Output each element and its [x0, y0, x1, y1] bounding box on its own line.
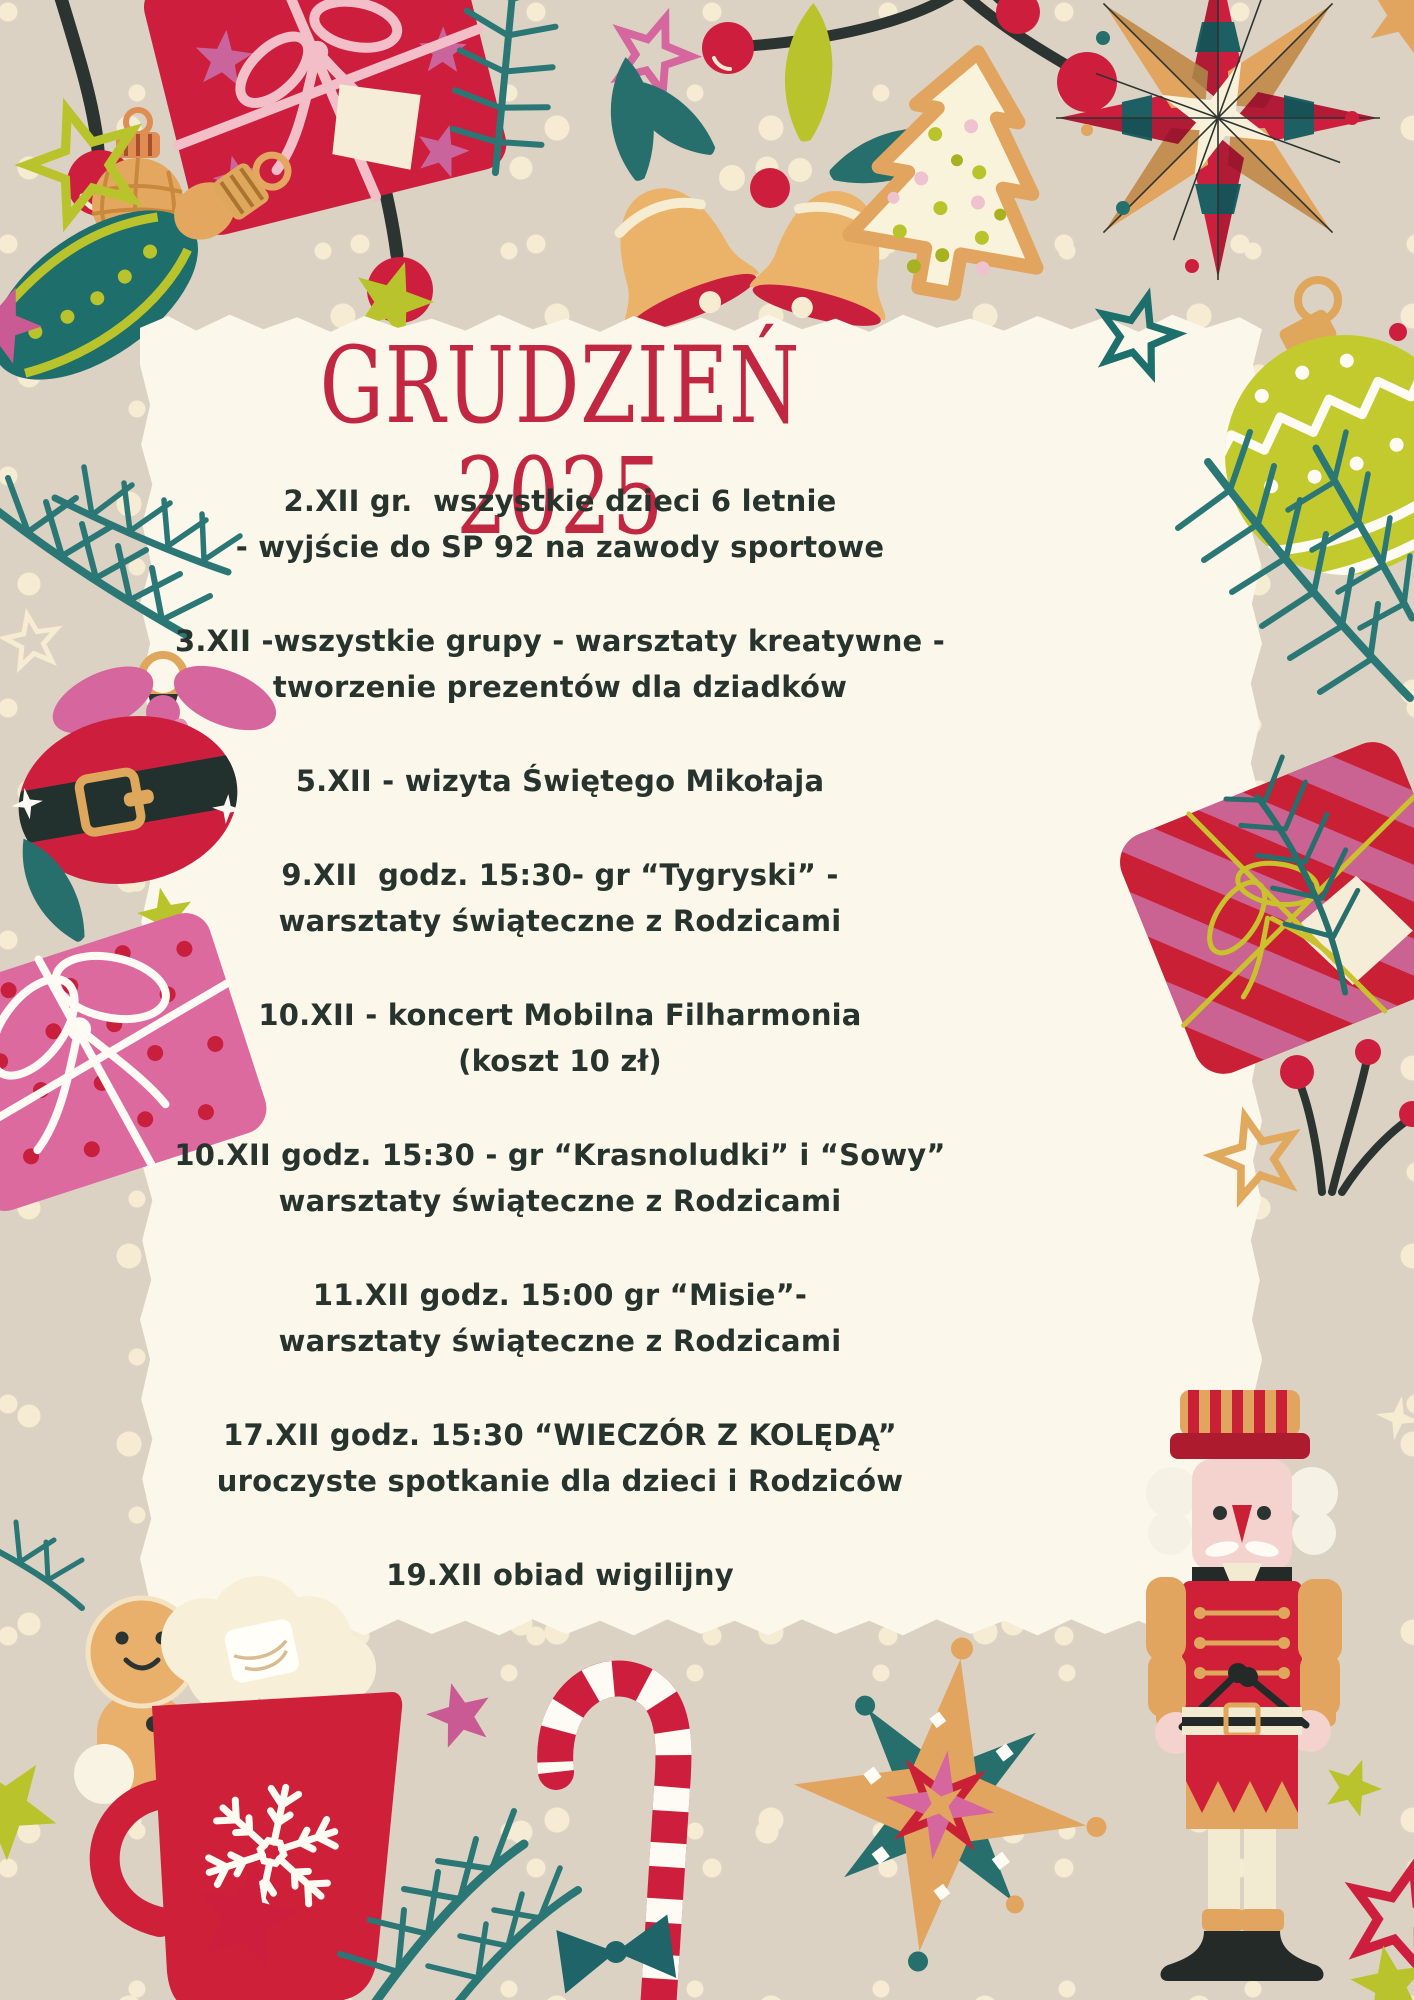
snowflake-icon [196, 1783, 349, 1930]
gold-outline-star-icon [1206, 1106, 1304, 1201]
event-line: 10.XII godz. 15:30 - gr “Krasnoludki” i … [174, 1138, 946, 1172]
mug-handle-icon [89, 1779, 177, 1937]
berry-sprig-right-icon [1280, 1039, 1414, 1196]
candy-cane-icon [537, 1660, 692, 2000]
event-item-3xii: 3.XII -wszystkie grupy - warsztaty kreat… [90, 618, 1030, 710]
event-line: (koszt 10 zł) [458, 1044, 662, 1078]
event-item-9xii: 9.XII godz. 15:30- gr “Tygryski” - warsz… [90, 852, 1030, 944]
striped-gift-icon [1110, 733, 1414, 1083]
pine-sprig-icon [449, 0, 562, 177]
pine-branch-bottom-icon [0, 1519, 582, 2000]
santa-belt-ornament-icon [8, 651, 277, 884]
event-line: uroczyste spotkanie dla dzieci i Rodzicó… [216, 1464, 904, 1498]
event-item-11xii: 11.XII godz. 15:00 gr “Misie”- warsztaty… [90, 1272, 1030, 1364]
event-line: tworzenie prezentów dla dziadków [272, 670, 848, 704]
event-item-5xii: 5.XII - wizyta Świętego Mikołaja [90, 758, 1030, 804]
pine-fronds-left-icon [0, 464, 243, 640]
berry-branch-top-center-icon [702, 0, 1117, 112]
event-item-2xii: 2.XII gr. wszystkie dzieci 6 letnie - wy… [90, 478, 1030, 570]
event-line: 2.XII gr. wszystkie dzieci 6 letnie [283, 484, 837, 518]
pine-branch-right-icon [1175, 429, 1414, 702]
event-item-17xii: 17.XII godz. 15:30 “WIECZÓR Z KOLĘDĄ” ur… [90, 1412, 1030, 1504]
lime-star-bottom-left-icon [0, 1736, 78, 1872]
magenta-star-left-icon [0, 274, 52, 369]
teal-outline-star-icon [1092, 288, 1184, 378]
event-line: warsztaty świąteczne z Rodzicami [278, 1184, 842, 1218]
cream-outline-star-icon [1, 610, 61, 668]
event-line: warsztaty świąteczne z Rodzicami [278, 1324, 842, 1358]
magenta-star-bottom-icon [419, 1674, 499, 1751]
pink-gift-icon [0, 838, 267, 1211]
folded-paper-star-icon [1056, 0, 1407, 341]
hot-cocoa-mug-icon [89, 1576, 403, 2000]
event-line: 10.XII - koncert Mobilna Filharmonia [258, 998, 862, 1032]
event-line: 9.XII godz. 15:30- gr “Tygryski” - [281, 858, 839, 892]
event-item-19xii: 19.XII obiad wigilijny [90, 1552, 1030, 1598]
event-item-10xii-warsztaty: 10.XII godz. 15:30 - gr “Krasnoludki” i … [90, 1132, 1030, 1224]
nutcracker-icon [1146, 1390, 1342, 1981]
event-line: warsztaty świąteczne z Rodzicami [278, 904, 842, 938]
tree-cookie-icon [842, 45, 1044, 301]
events-list: 2.XII gr. wszystkie dzieci 6 letnie - wy… [90, 478, 1030, 1598]
event-line: 19.XII obiad wigilijny [386, 1558, 734, 1592]
event-line: 5.XII - wizyta Świętego Mikołaja [295, 764, 825, 798]
star-ornament-bottom-icon [771, 1636, 1109, 1974]
event-line: 11.XII godz. 15:00 gr “Misie”- [312, 1278, 808, 1312]
event-item-10xii-koncert: 10.XII - koncert Mobilna Filharmonia (ko… [90, 992, 1030, 1084]
event-line: 3.XII -wszystkie grupy - warsztaty kreat… [175, 624, 945, 658]
poster-title: GRUDZIEŃ 2025 [319, 324, 801, 559]
candy-cane-bow-icon [556, 1914, 677, 1994]
red-gift-icon [143, 0, 507, 235]
lime-star-right-icon [1316, 1750, 1390, 1821]
torn-paper-panel [140, 314, 1262, 1636]
cream-star-right-icon [1371, 1391, 1414, 1445]
holly-bells-icon [570, 2, 982, 332]
red-outline-star-bottom-right-icon [1341, 1854, 1414, 1972]
event-line: 17.XII godz. 15:30 “WIECZÓR Z KOLĘDĄ” [223, 1418, 897, 1452]
green-bauble-icon [1211, 276, 1414, 590]
event-line: - wyjście do SP 92 na zawody sportowe [235, 530, 885, 564]
